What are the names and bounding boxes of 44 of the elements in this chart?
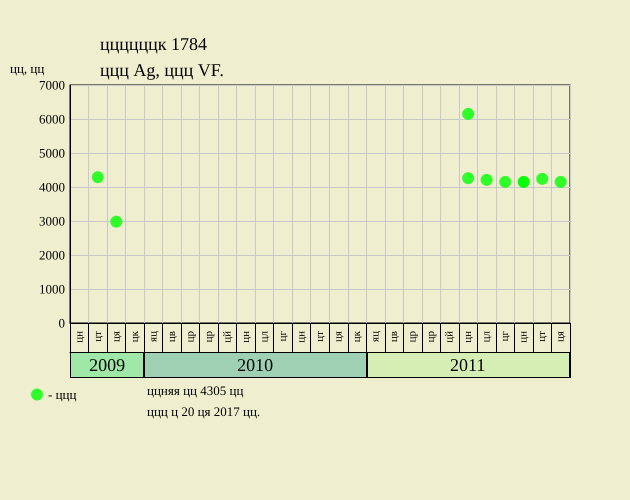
x-tick-label: цн [462,330,474,343]
y-tick-label: 2000 [39,248,65,262]
x-tick-label: цг [499,330,512,342]
x-tick-label: цн [518,330,530,343]
y-tick-label: 3000 [39,214,65,228]
x-tick-label: цт [92,330,104,342]
x-tick-label: ця [554,331,567,342]
y-axis-title: цц, цц [10,61,44,76]
x2-tick-label: 2009 [89,355,126,375]
x-tick-label: цк [351,330,364,342]
x-tick-label: цр [406,330,419,342]
x-tick-label: цн [73,330,86,343]
x-tick-label: цр [425,330,438,342]
x-tick-label: цв [388,331,400,342]
x-tick-label: цв [166,331,178,342]
x-tick-label: цй [221,330,234,343]
y-tick-label: 1000 [39,282,65,296]
text: ццц ц 20 ця 2017 цц. [147,404,260,419]
y-tick-label: 5000 [39,146,65,160]
y-tick-label: 6000 [39,112,65,126]
x-tick-label: цг [276,330,289,342]
legend-label: - ццц [48,387,76,402]
y-tick-label: 7000 [39,78,65,92]
x-tick-label: цр [202,330,215,342]
x-tick-label: цл [480,330,493,342]
x-tick-label: ця [332,331,345,342]
chart-subtitle: ццц Ag, ццц VF. [100,60,224,80]
chart-title: ццццццк 1784 [100,34,208,54]
y-tick-label: 4000 [39,180,65,194]
y-tick-label: 0 [58,316,65,330]
x-tick-label: ця [110,331,122,342]
x2-tick-label: 2010 [237,355,274,375]
x-tick-label: цк [128,330,141,342]
x-tick-label: цл [258,330,270,342]
x-tick-label: цт [314,330,326,342]
x-tick-label: цт [536,330,548,342]
x2-tick-label: 2011 [450,355,486,375]
x-tick-label: цр [184,330,196,342]
text: ццняя цц 4305 цц [147,383,244,398]
x-tick-label: цн [295,330,308,343]
x-tick-label: яц [370,330,382,342]
x-tick-label: цй [444,330,456,343]
x-tick-label: яц [147,330,160,342]
x-tick-label: цн [240,330,252,343]
